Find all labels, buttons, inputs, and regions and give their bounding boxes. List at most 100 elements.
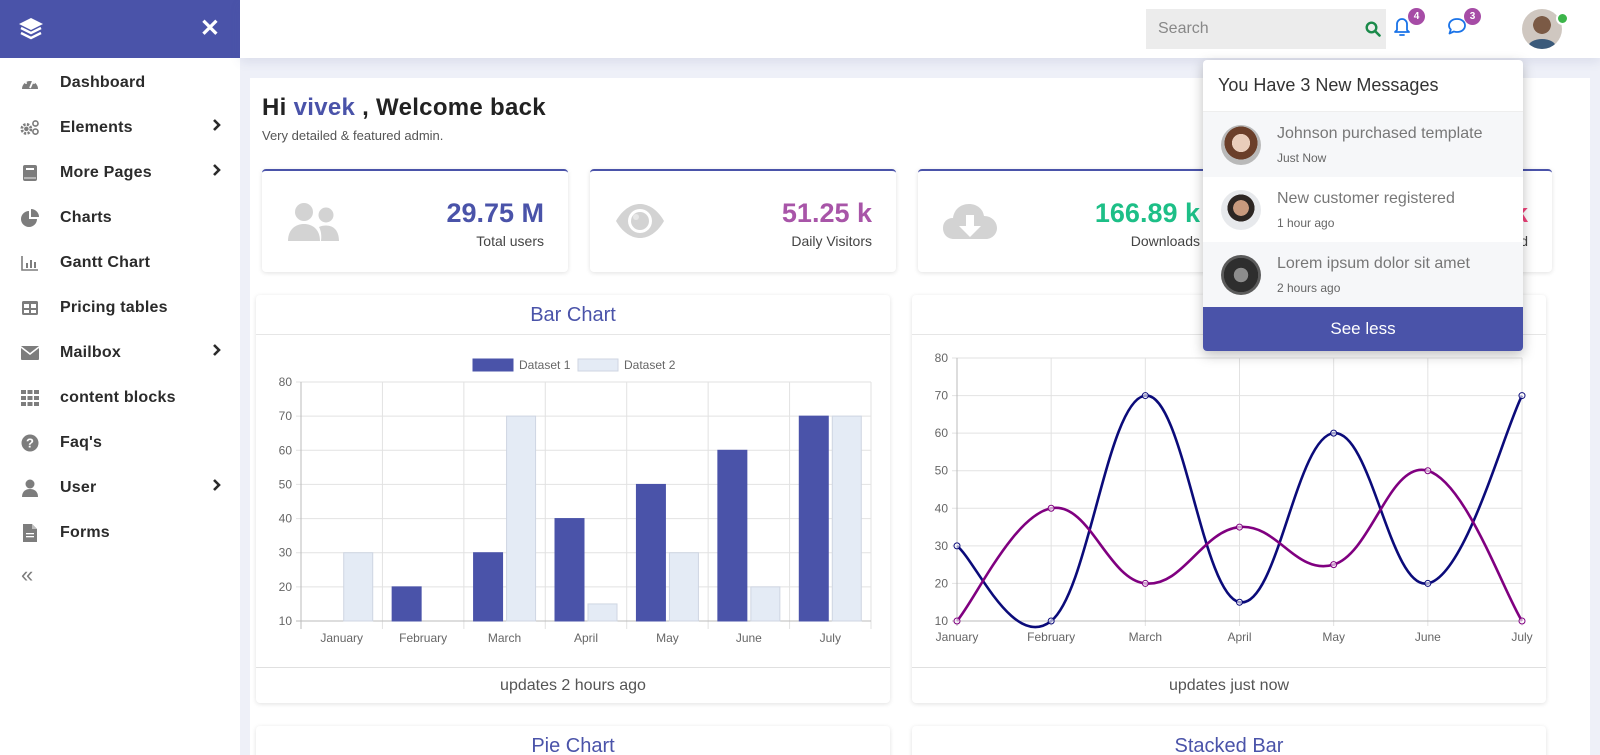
messages-button[interactable]: 3 — [1447, 8, 1481, 41]
sidebar-item-content-blocks[interactable]: content blocks — [0, 375, 240, 420]
legend-swatch — [472, 358, 514, 372]
y-tick-label: 10 — [279, 614, 293, 628]
y-tick-label: 30 — [935, 539, 949, 553]
sidebar-item-gantt-chart[interactable]: Gantt Chart — [0, 240, 240, 285]
data-point — [1047, 504, 1055, 512]
collapse-sidebar-icon[interactable]: « — [21, 562, 34, 587]
users-icon — [286, 201, 342, 248]
sidebar-item-mailbox[interactable]: Mailbox — [0, 330, 240, 375]
sidebar-item-label: Faq's — [60, 433, 103, 451]
welcome-subtitle: Very detailed & featured admin. — [262, 128, 444, 143]
sidebar-item-more-pages[interactable]: More Pages — [0, 150, 240, 195]
bar-dataset-2 — [343, 552, 374, 622]
bar-chart-card: Bar Chart 10 20 30 40 50 60 70 80 January Februar… — [256, 295, 890, 703]
bar-dataset-1 — [635, 483, 666, 622]
search-icon[interactable] — [1365, 21, 1381, 37]
data-point — [1518, 617, 1526, 625]
y-tick-label: 20 — [279, 580, 293, 594]
welcome-suffix: , Welcome back — [355, 94, 546, 121]
message-item[interactable]: New customer registered 1 hour ago — [1203, 177, 1523, 242]
user-avatar[interactable] — [1522, 9, 1562, 49]
sidebar-item-label: Pricing tables — [60, 298, 168, 316]
envelope-icon — [20, 343, 40, 363]
x-tick-label: March — [488, 631, 521, 645]
sidebar-item-pricing-tables[interactable]: Pricing tables — [0, 285, 240, 330]
data-point — [1236, 598, 1243, 606]
data-point — [953, 617, 961, 625]
sender-avatar — [1221, 254, 1261, 295]
y-tick-label: 50 — [935, 464, 949, 478]
messages-dropdown-title: You Have 3 New Messages — [1203, 60, 1523, 112]
data-point — [1518, 392, 1526, 400]
y-tick-label: 50 — [279, 477, 293, 491]
welcome-section: Hi vivek , Welcome back Very detailed & … — [262, 94, 546, 143]
sidebar-item-label: Elements — [60, 118, 133, 136]
sidebar-item-elements[interactable]: Elements — [0, 105, 240, 150]
stat-value: 29.75 M — [446, 198, 544, 228]
sender-avatar — [1221, 189, 1261, 230]
chevron-right-icon — [212, 343, 222, 362]
question-circle-icon: ? — [20, 433, 40, 453]
message-item[interactable]: Johnson purchased template Just Now — [1203, 112, 1523, 177]
x-tick-label: July — [1511, 630, 1532, 644]
sidebar-item-dashboard[interactable]: Dashboard — [0, 60, 240, 105]
sidebar-item-label: Forms — [60, 523, 110, 541]
sidebar-item-charts[interactable]: Charts — [0, 195, 240, 240]
message-text: Johnson purchased template — [1277, 124, 1483, 142]
pie-chart-icon — [20, 208, 40, 228]
search-input[interactable] — [1158, 20, 1365, 38]
sidebar-item-label: Gantt Chart — [60, 253, 151, 271]
message-time: 1 hour ago — [1277, 215, 1335, 230]
sender-avatar — [1221, 124, 1261, 165]
chevron-right-icon — [212, 478, 222, 497]
book-icon — [20, 163, 40, 183]
notifications-badge: 4 — [1408, 8, 1425, 25]
layers-logo-icon[interactable] — [18, 17, 44, 41]
stat-value: 51.25 k — [781, 198, 872, 228]
sidebar-menu: Dashboard Elements More Pages Charts Gantt C… — [0, 58, 240, 555]
y-tick-label: 60 — [279, 443, 293, 457]
bar-dataset-2 — [750, 586, 781, 622]
data-point — [1047, 617, 1055, 625]
bar-dataset-2 — [506, 415, 537, 622]
cloud-download-icon — [942, 201, 998, 248]
data-point — [953, 542, 961, 550]
sidebar-item-label: Mailbox — [60, 343, 121, 361]
chat-bubble-icon — [1447, 18, 1467, 40]
sidebar-item-forms[interactable]: Forms — [0, 510, 240, 555]
sidebar-item-faq-s[interactable]: ? Faq's — [0, 420, 240, 465]
svg-text:?: ? — [26, 435, 34, 450]
stat-card-downloads: 166.89 k Downloads — [918, 169, 1224, 272]
x-tick-label: February — [399, 631, 447, 645]
stacked-bar-card: Stacked Bar — [912, 726, 1546, 755]
bar-chart-icon — [20, 253, 40, 273]
stat-label: Daily Visitors — [791, 233, 872, 249]
legend-label: Dataset 1 — [519, 358, 571, 372]
sidebar-item-label: content blocks — [60, 388, 176, 406]
greeting-text: Hi — [262, 94, 294, 121]
stat-label: Downloads — [1130, 233, 1200, 249]
message-time: 2 hours ago — [1277, 280, 1341, 295]
search-box — [1146, 9, 1386, 49]
stat-card-total-users: 29.75 M Total users — [262, 169, 568, 272]
bar-chart: 10 20 30 40 50 60 70 80 January February March Apri… — [279, 358, 872, 645]
line-chart-card: 10 20 30 40 50 60 70 80 January February March Apri… — [912, 295, 1546, 703]
message-text: Lorem ipsum dolor sit amet — [1277, 254, 1470, 272]
eye-icon — [614, 201, 666, 246]
y-tick-label: 70 — [279, 409, 293, 423]
close-sidebar-icon[interactable]: ✕ — [199, 15, 220, 42]
user-name: vivek — [293, 94, 356, 121]
stat-value: 166.89 k — [1094, 198, 1200, 228]
stat-label: Total users — [476, 233, 544, 249]
bar-dataset-2 — [668, 552, 699, 622]
x-tick-label: July — [820, 631, 841, 645]
message-item[interactable]: Lorem ipsum dolor sit amet 2 hours ago — [1203, 242, 1523, 307]
line-chart-footer: updates just now — [912, 667, 1546, 703]
notifications-button[interactable]: 4 — [1393, 8, 1425, 41]
see-less-button[interactable]: See less — [1203, 307, 1523, 351]
main-content: Hi vivek , Welcome back Very detailed & … — [250, 78, 1590, 755]
legend-swatch — [577, 358, 619, 372]
sidebar-item-user[interactable]: User — [0, 465, 240, 510]
bar-dataset-1 — [554, 518, 585, 622]
x-tick-label: June — [1415, 630, 1441, 644]
